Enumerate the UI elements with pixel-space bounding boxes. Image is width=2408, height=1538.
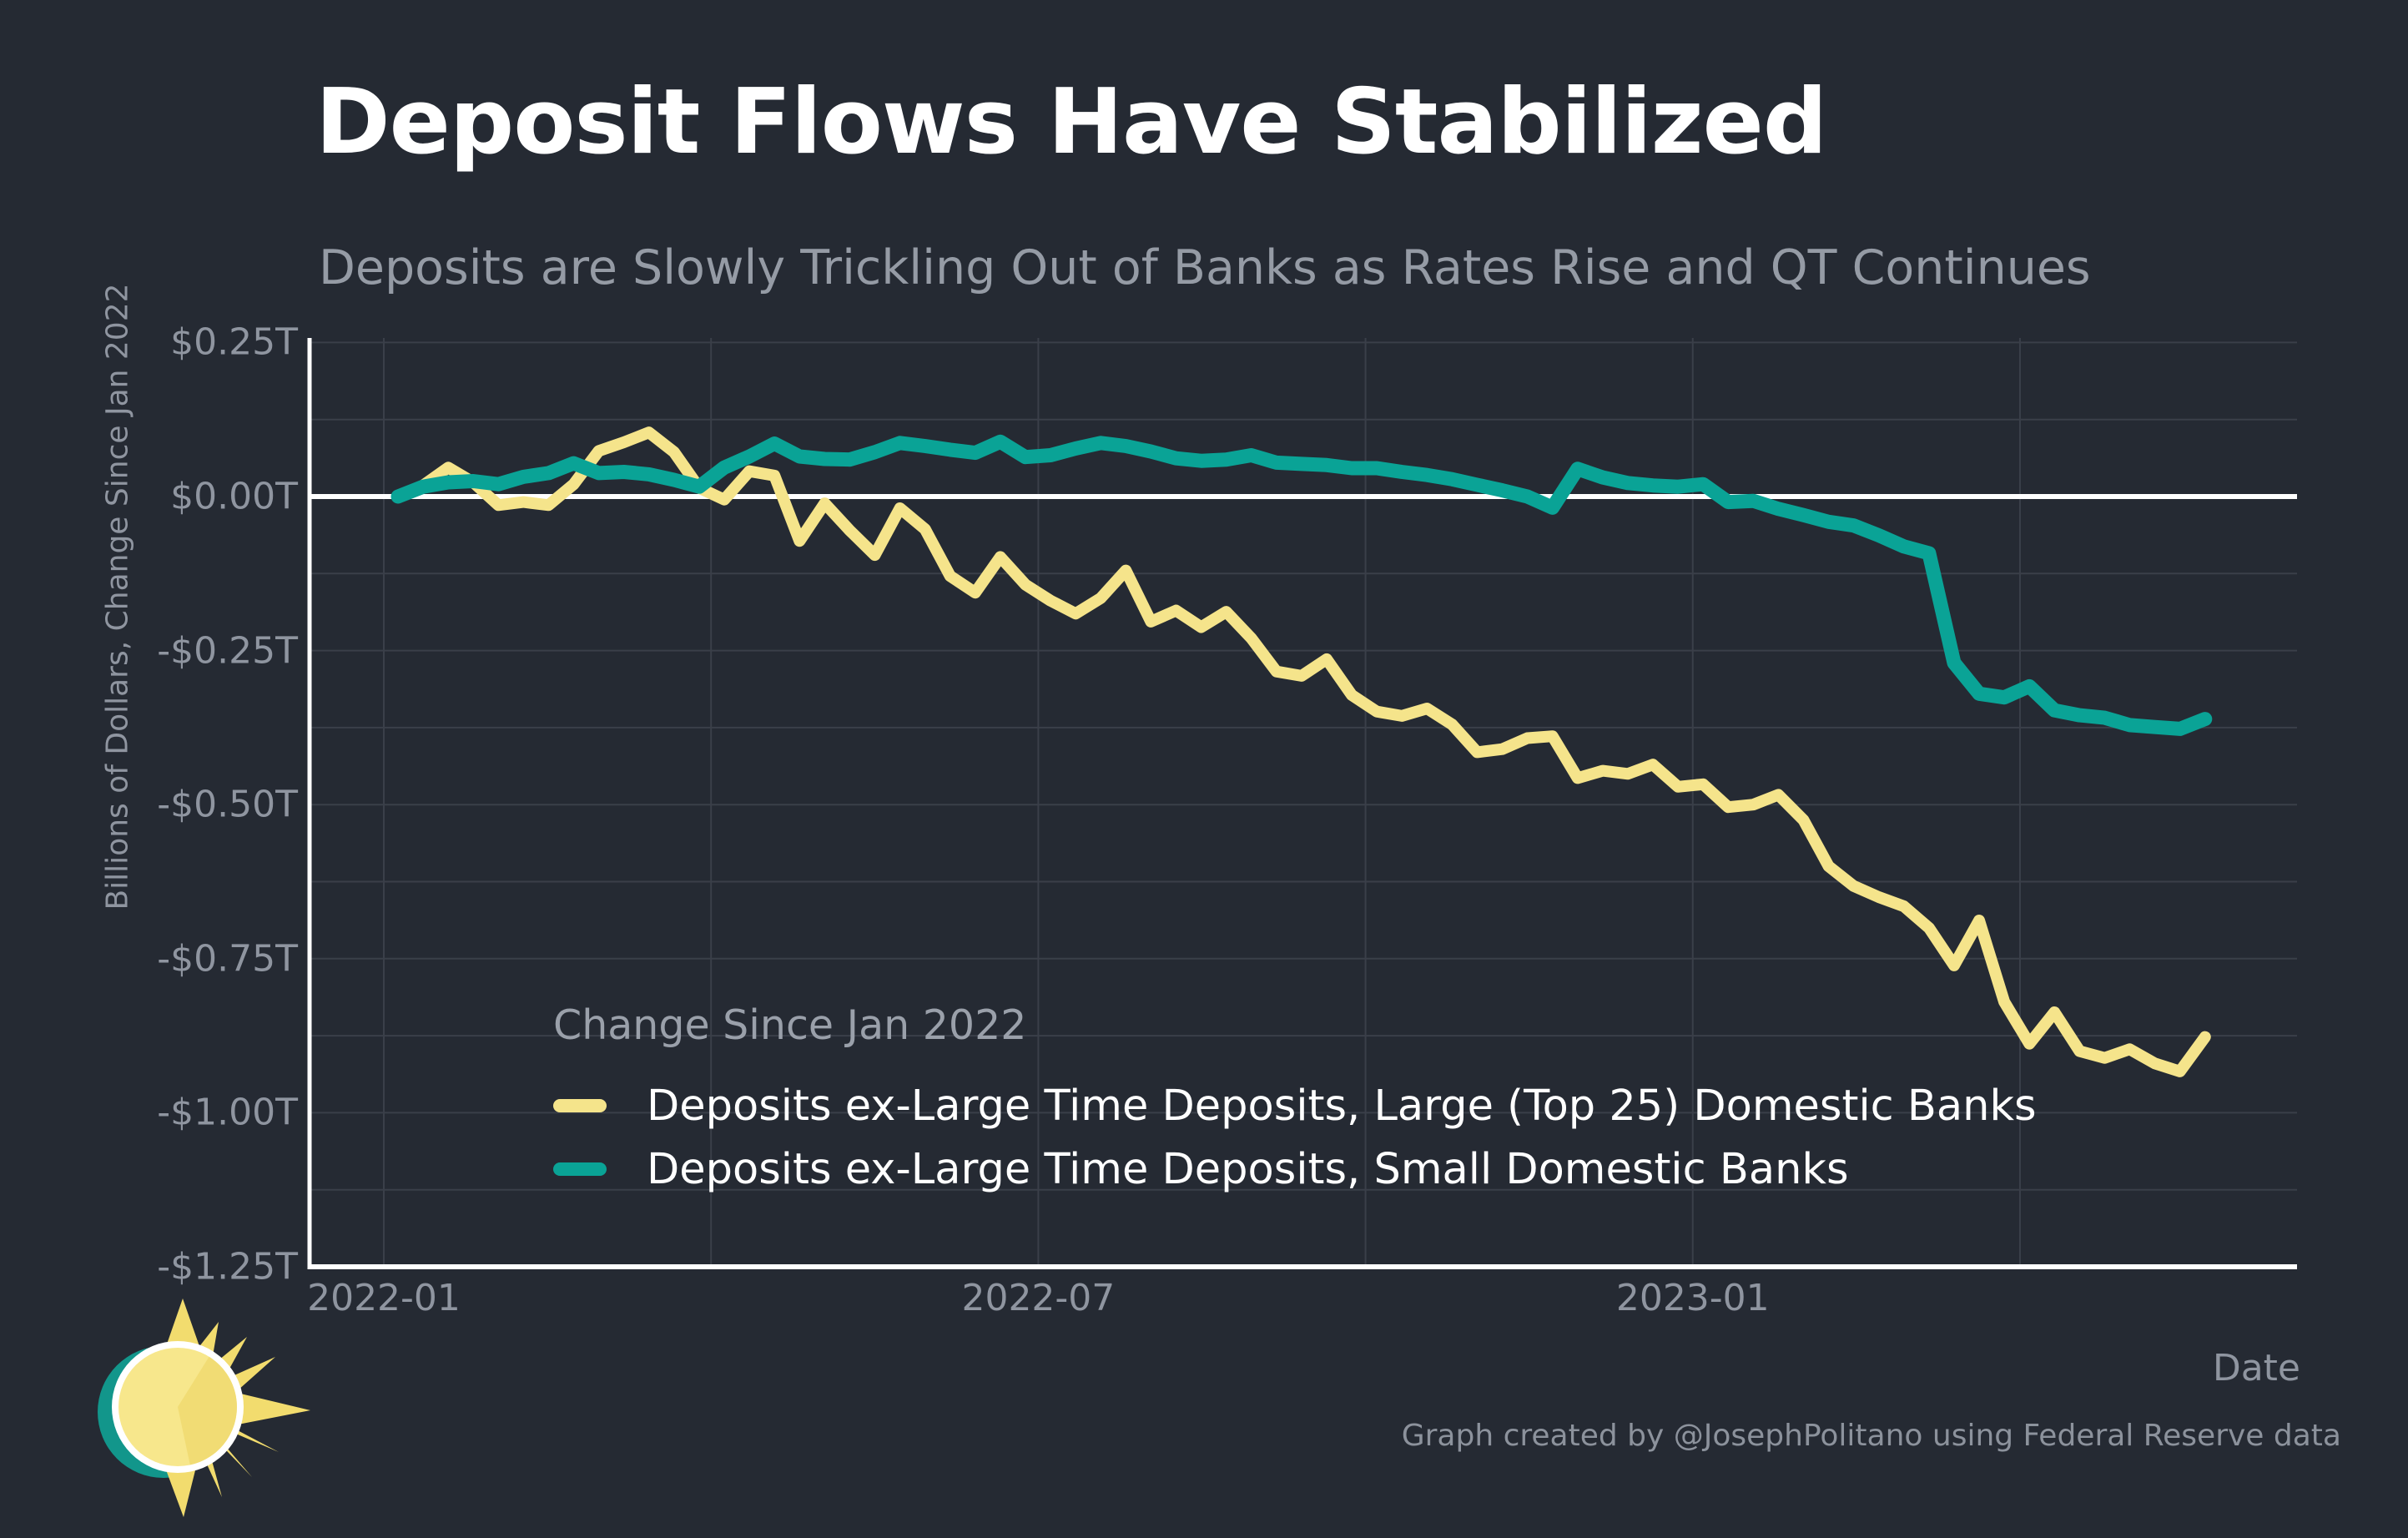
- x-tick-label-0: 2022-01: [307, 1277, 461, 1319]
- legend-label-small-banks: Deposits ex-Large Time Deposits, Small D…: [647, 1144, 1849, 1194]
- apricitas-sun-logo: [98, 1298, 310, 1517]
- axis-spines: [307, 338, 2297, 1269]
- line-small-domestic-banks: [390, 434, 2213, 736]
- legend-title: Change Since Jan 2022: [553, 1001, 1027, 1049]
- y-axis-title-text: Billions of Dollars, Change Since Jan 20…: [100, 283, 135, 910]
- legend-label-large-banks: Deposits ex-Large Time Deposits, Large (…: [647, 1081, 2037, 1131]
- page-title: Deposit Flows Have Stabilized: [315, 70, 1827, 174]
- legend-item-small-banks: Deposits ex-Large Time Deposits, Small D…: [553, 1137, 2037, 1201]
- x-tick-label-1: 2022-07: [961, 1277, 1116, 1319]
- y-tick-label-6: -$1.25T: [157, 1245, 298, 1288]
- y-tick-label-0: $0.25T: [170, 320, 298, 364]
- logo-disc-shade-wedge: [178, 1356, 237, 1465]
- y-tick-label-3: -$0.50T: [157, 783, 298, 826]
- legend-swatch-small-banks: [553, 1162, 607, 1176]
- legend-item-large-banks: Deposits ex-Large Time Deposits, Large (…: [553, 1074, 2037, 1137]
- data-series-lines: [390, 426, 2213, 1077]
- x-axis-title: Date: [2212, 1347, 2300, 1389]
- chart-legend: Change Since Jan 2022 Deposits ex-Large …: [553, 1001, 2037, 1201]
- y-tick-label-4: -$0.75T: [157, 937, 298, 981]
- line-large-domestic-banks: [392, 426, 2211, 1077]
- page-subtitle: Deposits are Slowly Trickling Out of Ban…: [319, 240, 2091, 295]
- y-tick-label-5: -$1.00T: [157, 1091, 298, 1134]
- attribution-text: Graph created by @JosephPolitano using F…: [1401, 1419, 2341, 1453]
- legend-swatch-large-banks: [553, 1099, 607, 1112]
- y-tick-label-2: -$0.25T: [157, 629, 298, 673]
- x-tick-label-2: 2023-01: [1615, 1277, 1770, 1319]
- y-tick-label-1: $0.00T: [170, 475, 298, 518]
